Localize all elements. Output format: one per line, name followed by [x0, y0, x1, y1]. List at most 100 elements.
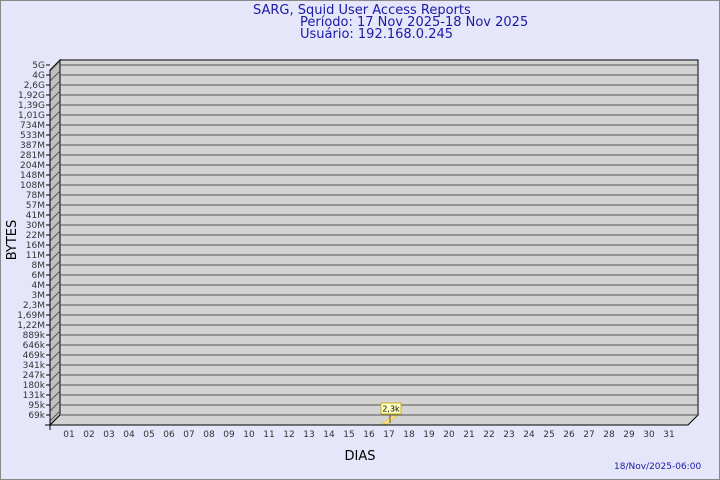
y-tick-label: 1,92G — [18, 91, 45, 101]
y-tick-label: 16M — [26, 241, 45, 251]
x-tick-label: 08 — [203, 430, 215, 440]
x-tick-label: 21 — [463, 430, 474, 440]
x-tick-label: 23 — [503, 430, 514, 440]
grid-connector — [49, 80, 61, 92]
grid-connector — [49, 240, 61, 252]
y-tick-label: 5G — [32, 61, 45, 71]
y-tick-label: 4M — [32, 281, 46, 291]
x-tick-label: 15 — [343, 430, 354, 440]
floor — [48, 414, 700, 426]
x-tick-label: 11 — [263, 430, 274, 440]
x-tick-label: 20 — [443, 430, 455, 440]
x-tick-label: 31 — [663, 430, 674, 440]
grid-connector — [49, 150, 61, 162]
x-tick-label: 24 — [523, 430, 535, 440]
y-tick-label: 1,01G — [18, 111, 45, 121]
y-tick-label: 8M — [32, 261, 46, 271]
grid-connector — [49, 300, 61, 312]
grid-connector — [49, 140, 61, 152]
y-tick-label: 131k — [23, 391, 46, 401]
y-tick-label: 1,22M — [17, 321, 45, 331]
grid-connector — [49, 170, 61, 182]
x-tick-label: 06 — [163, 430, 175, 440]
y-tick-label: 57M — [26, 201, 45, 211]
x-tick-label: 07 — [183, 430, 194, 440]
grid-connector — [49, 320, 61, 332]
grid-connector — [49, 310, 61, 322]
grid-connector — [49, 250, 61, 262]
y-tick-label: 11M — [26, 251, 45, 261]
x-tick-label: 27 — [583, 430, 594, 440]
grid-connector — [49, 350, 61, 362]
x-tick-label: 12 — [283, 430, 294, 440]
y-tick-label: 69k — [28, 411, 45, 421]
y-tick-label: 180k — [23, 381, 46, 391]
y-tick-label: 3M — [32, 291, 46, 301]
x-tick-label: 02 — [83, 430, 94, 440]
grid-connector — [49, 280, 61, 292]
grid-connector — [49, 270, 61, 282]
x-tick-label: 22 — [483, 430, 494, 440]
grid-connector — [49, 410, 61, 422]
grid-connector — [49, 220, 61, 232]
grid-connector — [49, 210, 61, 222]
grid-connector — [49, 360, 61, 372]
y-tick-label: 889k — [23, 331, 46, 341]
chart-title: SARG, Squid User Access Reports — [253, 3, 471, 18]
x-tick-label: 25 — [543, 430, 554, 440]
y-axis-label: BYTES — [5, 220, 20, 261]
grid-connector — [49, 290, 61, 302]
grid-connector — [49, 370, 61, 382]
y-tick-label: 204M — [20, 161, 45, 171]
y-tick-label: 734M — [20, 121, 45, 131]
grid-connector — [49, 110, 61, 122]
y-tick-label: 95k — [28, 401, 45, 411]
chart-subtitle-period: Período: 17 Nov 2025-18 Nov 2025 — [300, 15, 529, 30]
y-tick-label: 2,6G — [24, 81, 45, 91]
x-tick-label: 18 — [403, 430, 415, 440]
grid-connector — [49, 180, 61, 192]
x-tick-label: 04 — [123, 430, 135, 440]
y-tick-label: 108M — [20, 181, 45, 191]
y-tick-label: 1,69M — [17, 311, 45, 321]
x-tick-label: 09 — [223, 430, 235, 440]
y-tick-label: 646k — [23, 341, 46, 351]
x-tick-label: 13 — [303, 430, 314, 440]
grid-connector — [49, 390, 61, 402]
x-tick-label: 14 — [323, 430, 335, 440]
y-tick-label: 2,3M — [23, 301, 45, 311]
y-tick-label: 247k — [23, 371, 46, 381]
x-tick-label: 16 — [363, 430, 375, 440]
grid-connector — [49, 70, 61, 82]
x-tick-label: 17 — [383, 430, 394, 440]
grid-connector — [49, 230, 61, 242]
y-tick-label: 281M — [20, 151, 45, 161]
grid-connector — [49, 120, 61, 132]
x-tick-label: 01 — [63, 430, 74, 440]
y-tick-label: 341k — [23, 361, 46, 371]
y-tick-label: 1,39G — [18, 101, 45, 111]
x-tick-label: 29 — [623, 430, 635, 440]
grid-connector — [49, 130, 61, 142]
y-tick-label: 22M — [26, 231, 45, 241]
grid-connector — [49, 100, 61, 112]
x-tick-label: 26 — [563, 430, 575, 440]
data-label-box — [380, 402, 402, 415]
chart-subtitle-user: Usuário: 192.168.0.245 — [300, 27, 454, 42]
y-tick-label: 148M — [20, 171, 45, 181]
footer-timestamp: 18/Nov/2025-06:00 — [614, 462, 702, 472]
grid-connector — [49, 200, 61, 212]
grid-connector — [49, 380, 61, 392]
grid-connector — [49, 190, 61, 202]
back-wall — [59, 59, 699, 416]
grid-connector — [49, 60, 61, 72]
y-tick-label: 78M — [26, 191, 45, 201]
x-tick-label: 03 — [103, 430, 114, 440]
x-tick-label: 10 — [243, 430, 255, 440]
y-tick-label: 387M — [20, 141, 45, 151]
grid-connector — [49, 400, 61, 412]
grid-connector — [49, 340, 61, 352]
y-tick-label: 4G — [32, 71, 45, 81]
grid-connector — [49, 260, 61, 272]
